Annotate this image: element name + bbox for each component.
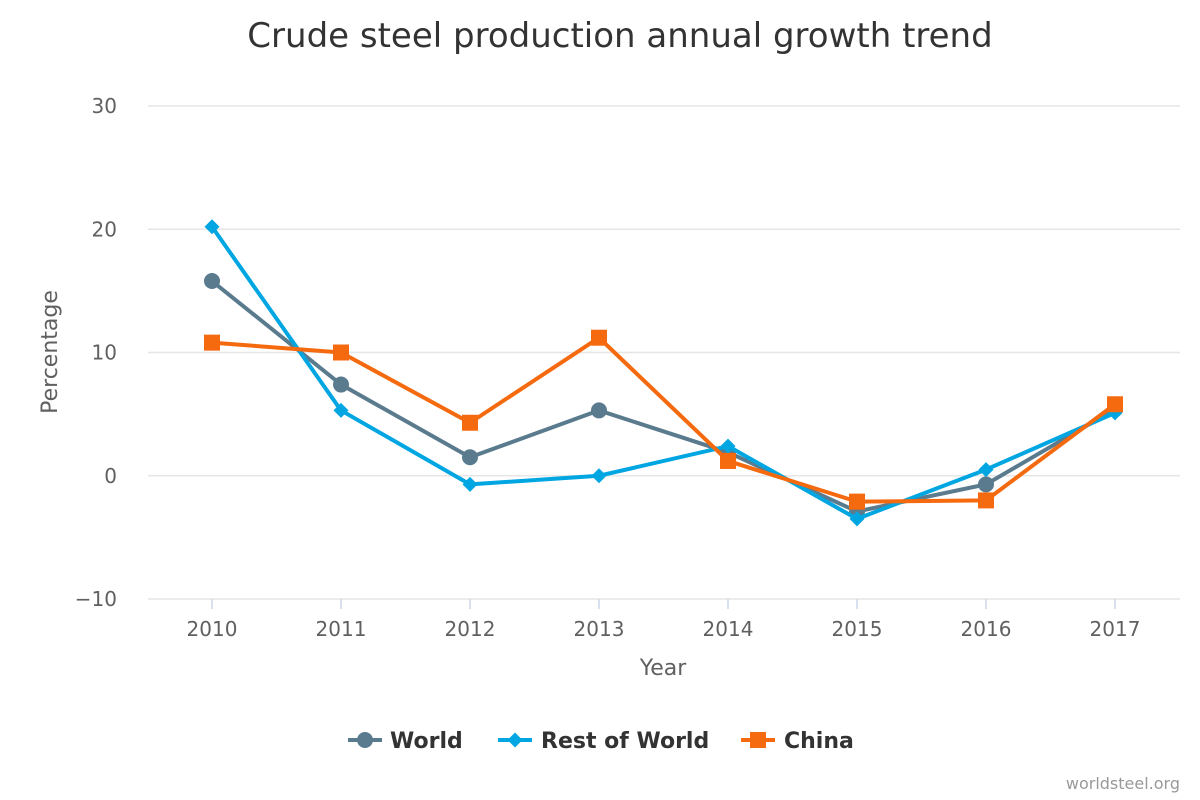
legend-item-world[interactable]: World [348,729,463,754]
data-point-rest-of-world[interactable] [720,438,736,454]
data-point-world[interactable] [591,402,607,419]
data-point-rest-of-world[interactable] [462,476,478,492]
legend-label: World [390,729,463,754]
legend-swatch-marker[interactable] [750,732,766,748]
data-point-world[interactable] [462,449,478,466]
data-point-china[interactable] [462,414,478,431]
series-world [204,273,1123,520]
data-point-china[interactable] [591,329,607,346]
data-point-china[interactable] [849,493,865,510]
x-tick-label: 2017 [1090,617,1141,641]
legend-swatch-marker[interactable] [357,732,373,748]
x-tick-label: 2015 [832,617,883,641]
data-point-rest-of-world[interactable] [978,462,994,478]
legend-label: Rest of World [541,729,709,754]
legend-item-china[interactable]: China [741,729,854,754]
legend-swatch-marker[interactable] [507,732,523,748]
x-tick-label: 2012 [445,617,496,641]
data-point-world[interactable] [333,376,349,393]
series-china [204,329,1123,510]
data-point-rest-of-world[interactable] [333,402,349,418]
legend-item-rest-of-world[interactable]: Rest of World [498,729,709,754]
x-axis-ticks: 2010 2011 2012 2013 2014 2015 2016 2017 [187,599,1141,641]
series-line-rest-of-world[interactable] [210,224,1117,521]
data-point-rest-of-world[interactable] [591,468,607,484]
x-tick-label: 2016 [961,617,1012,641]
data-point-world[interactable] [204,273,220,290]
y-tick-label: 30 [92,94,117,118]
data-point-rest-of-world[interactable] [204,219,220,235]
data-point-rest-of-world[interactable] [849,511,865,527]
series-rest-of-world [204,219,1123,527]
x-axis-label: Year [639,656,688,681]
x-tick-label: 2010 [187,617,238,641]
series-line-china[interactable] [210,335,1117,504]
x-tick-label: 2014 [703,617,754,641]
y-axis-ticks: −10 0 10 20 30 [75,94,117,611]
y-tick-label: 20 [92,217,117,241]
data-point-china[interactable] [1107,396,1123,413]
data-point-china[interactable] [720,452,736,469]
data-point-china[interactable] [333,344,349,361]
data-point-world[interactable] [978,476,994,493]
y-tick-label: 10 [92,341,117,365]
series-line-world[interactable] [210,279,1117,514]
data-point-china[interactable] [978,492,994,509]
data-point-china[interactable] [204,334,220,351]
x-tick-label: 2011 [316,617,367,641]
legend: World Rest of World China [348,729,854,754]
x-tick-label: 2013 [574,617,625,641]
chart-title: Crude steel production annual growth tre… [247,16,992,56]
y-tick-label: 0 [104,464,117,488]
series [204,219,1123,527]
credit-text[interactable]: worldsteel.org [1066,774,1180,793]
y-axis-label: Percentage [38,290,63,414]
legend-label: China [784,729,854,754]
y-tick-label: −10 [75,587,117,611]
